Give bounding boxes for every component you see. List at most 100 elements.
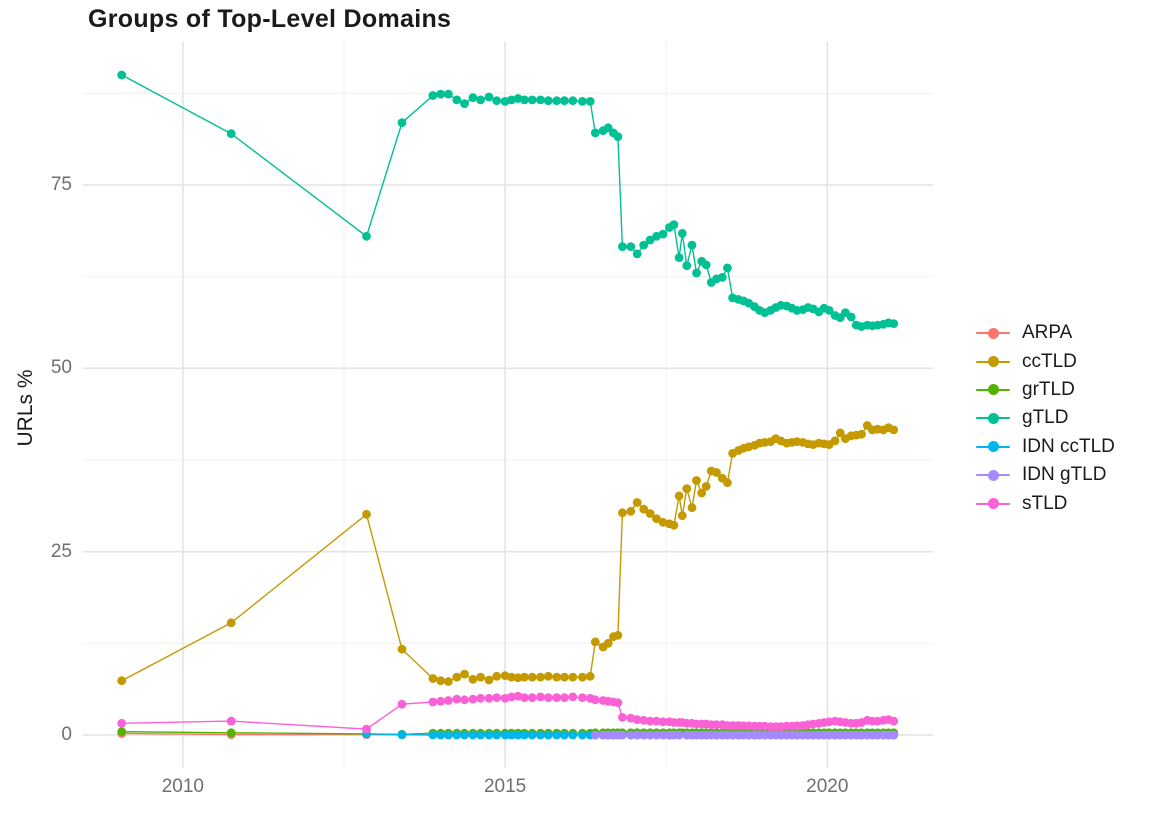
legend-item-sTLD: sTLD (976, 489, 1115, 517)
data-point-sTLD (618, 713, 627, 722)
data-point-gTLD (436, 89, 446, 99)
data-point-sTLD (520, 693, 529, 702)
data-point-gTLD (444, 89, 453, 99)
data-point-IDN-ccTLD (513, 730, 523, 740)
data-point-grTLD (226, 728, 236, 738)
legend-key-icon (976, 495, 1010, 513)
data-point-gTLD (824, 306, 834, 315)
data-point-IDN-ccTLD (568, 730, 578, 740)
data-point-sTLD (460, 695, 469, 705)
legend-label: sTLD (1022, 492, 1068, 514)
legend-label: gTLD (1022, 407, 1069, 429)
data-point-ccTLD (674, 491, 684, 501)
data-point-ccTLD (507, 672, 516, 682)
chart-title: Groups of Top-Level Domains (88, 5, 452, 33)
data-point-ccTLD (585, 671, 595, 681)
data-point-ccTLD (712, 468, 721, 477)
legend-key-icon (976, 353, 1010, 371)
data-point-sTLD (476, 693, 485, 703)
data-point-IDN-gTLD (889, 730, 899, 740)
legend-key-icon (976, 409, 1010, 427)
legend-key-dot (987, 441, 999, 453)
data-point-gTLD (632, 249, 642, 259)
data-point-IDN-ccTLD (543, 730, 553, 740)
data-point-sTLD (639, 715, 649, 725)
data-point-ccTLD (543, 671, 553, 681)
data-point-gTLD (717, 273, 727, 282)
data-point-gTLD (362, 231, 371, 241)
data-point-gTLD (460, 99, 469, 108)
data-point-gTLD (618, 242, 627, 252)
data-point-sTLD (226, 716, 236, 726)
data-point-IDN-ccTLD (428, 730, 438, 740)
legend-key-icon (976, 324, 1010, 342)
data-point-IDN-ccTLD (452, 730, 462, 740)
data-point-IDN-ccTLD (476, 730, 485, 740)
data-point-gTLD (692, 268, 701, 278)
data-point-ccTLD (618, 508, 627, 518)
data-point-gTLD (846, 312, 856, 322)
data-point-IDN-ccTLD (536, 730, 545, 740)
data-point-ccTLD (687, 503, 697, 513)
legend-key-dot (987, 384, 999, 396)
data-point-gTLD (682, 261, 692, 271)
data-point-ccTLD (835, 428, 845, 438)
x-tick-label: 2020 (806, 776, 849, 797)
data-point-IDN-gTLD (658, 730, 668, 740)
data-point-sTLD (590, 695, 600, 705)
data-point-ccTLD (701, 482, 711, 491)
data-point-sTLD (452, 694, 462, 704)
data-point-IDN-ccTLD (500, 730, 510, 740)
data-point-sTLD (645, 716, 655, 726)
data-point-ccTLD (889, 425, 899, 435)
data-point-gTLD (674, 253, 684, 262)
data-point-sTLD (468, 694, 478, 704)
data-point-ccTLD (484, 675, 494, 685)
y-tick-label: 50 (50, 357, 72, 379)
data-point-sTLD (397, 699, 407, 709)
data-point-gTLD (226, 129, 236, 139)
data-point-IDN-gTLD (618, 730, 627, 740)
data-point-IDN-ccTLD (436, 730, 446, 740)
legend-label: IDN gTLD (1022, 464, 1107, 486)
legend-item-grTLD: grTLD (976, 376, 1115, 404)
data-point-gTLD (428, 91, 438, 100)
data-point-sTLD (658, 717, 668, 727)
data-point-IDN-ccTLD (397, 730, 407, 739)
data-point-IDN-gTLD (645, 730, 655, 740)
legend-key-dot (987, 498, 999, 510)
data-point-sTLD (444, 696, 453, 705)
data-point-IDN-gTLD (674, 730, 684, 740)
data-point-gTLD (613, 132, 623, 142)
data-point-gTLD (677, 229, 687, 238)
data-point-gTLD (536, 95, 545, 105)
legend: ARPA ccTLD grTLD gTLD IDN ccTLD IDN gTLD sTLD (976, 319, 1115, 518)
data-point-gTLD (552, 96, 562, 106)
legend-label: IDN ccTLD (1022, 435, 1115, 457)
legend-key-icon (976, 466, 1010, 484)
x-tick-label: 2010 (161, 776, 205, 797)
data-point-ccTLD (669, 520, 679, 530)
data-point-gTLD (639, 240, 649, 250)
legend-key-dot (987, 469, 999, 481)
data-point-ccTLD (117, 676, 127, 686)
x-tick-label: 2015 (483, 776, 527, 797)
y-tick-label: 0 (61, 724, 72, 745)
data-point-IDN-ccTLD (460, 730, 469, 740)
legend-item-IDN-ccTLD: IDN ccTLD (976, 433, 1115, 461)
legend-item-gTLD: gTLD (976, 404, 1115, 432)
data-point-ccTLD (560, 672, 569, 682)
data-point-gTLD (889, 319, 899, 328)
data-point-gTLD (492, 96, 502, 106)
legend-key-dot (987, 412, 999, 424)
data-point-gTLD (658, 229, 668, 239)
data-point-ccTLD (639, 504, 649, 514)
data-point-gTLD (484, 92, 494, 102)
data-point-sTLD (652, 716, 661, 726)
data-point-gTLD (520, 95, 529, 105)
data-point-IDN-ccTLD (492, 730, 502, 740)
data-point-IDN-gTLD (626, 730, 636, 740)
data-point-gTLD (476, 95, 485, 105)
data-point-ccTLD (492, 671, 502, 681)
